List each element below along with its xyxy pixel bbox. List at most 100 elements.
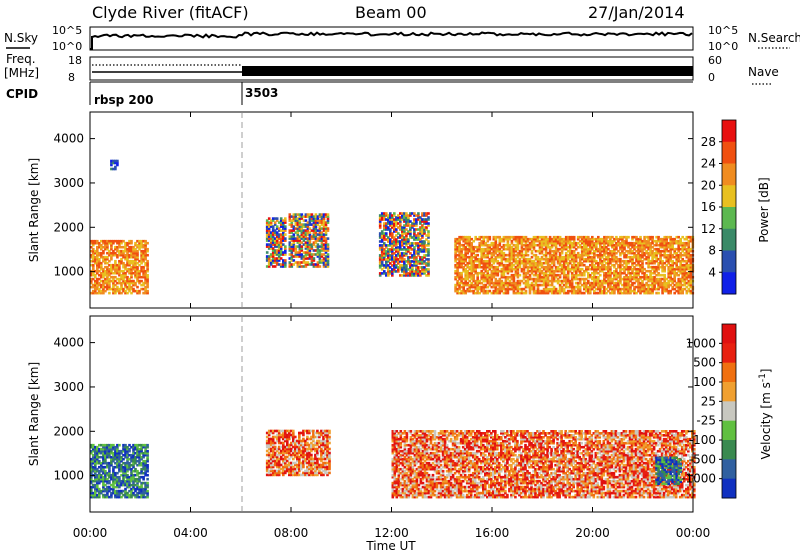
echo-cell [138, 275, 141, 279]
echo-cell [508, 269, 512, 273]
echo-cell [546, 259, 550, 263]
echo-cell [395, 220, 398, 223]
echo-cell [466, 249, 469, 253]
echo-cell [108, 249, 111, 253]
echo-cell [288, 237, 292, 240]
echo-cell [472, 291, 475, 295]
echo-cell [502, 281, 506, 285]
echo-cell [306, 213, 310, 216]
echo-cell [124, 283, 127, 287]
echo-cell [312, 241, 316, 244]
echo-cell [324, 249, 328, 252]
echo-cell [528, 275, 532, 279]
echo-cell [302, 229, 306, 232]
echo-cell [128, 255, 131, 259]
echo-cell [378, 260, 382, 263]
echo-cell [134, 257, 137, 261]
echo-cell [534, 255, 538, 259]
echo-cell [506, 289, 510, 293]
echo-cell [298, 219, 302, 222]
echo-cell [110, 167, 113, 171]
echo-cell [138, 289, 141, 293]
echo-cell [314, 235, 318, 238]
echo-cell [118, 243, 121, 247]
echo-cell [277, 245, 281, 248]
echo-cell [395, 222, 398, 225]
nsky-tick-bottom: 10^0 [52, 40, 82, 53]
echo-cell [516, 263, 520, 267]
echo-cell [385, 254, 388, 257]
echo-cell [405, 266, 408, 269]
echo-cell [391, 236, 394, 239]
echo-cell [486, 273, 490, 277]
echo-cell [470, 289, 473, 293]
echo-cell [419, 250, 422, 253]
echo-cell [627, 235, 630, 239]
echo-cell [387, 252, 390, 255]
echo-cell [524, 273, 528, 277]
echo-cell [391, 256, 394, 259]
echo-cell [380, 254, 384, 257]
echo-cell [516, 239, 520, 243]
echo-cell [413, 264, 416, 267]
echo-cell [423, 212, 426, 215]
echo-cell [132, 261, 135, 265]
echo-cell [314, 221, 318, 224]
echo-cell [492, 247, 496, 251]
echo-cell [324, 251, 328, 254]
echo-cell [454, 241, 457, 245]
echo-cell [421, 250, 424, 253]
echo-cell [310, 263, 314, 266]
echo-cell [470, 277, 473, 281]
freq-tick-top: 18 [68, 54, 82, 67]
echo-cell [421, 214, 424, 217]
echo-cell [460, 249, 463, 253]
echo-cell [540, 283, 544, 287]
echo-cell [294, 223, 298, 226]
echo-cell [546, 281, 550, 285]
echo-cell [470, 253, 473, 257]
echo-cell [393, 262, 396, 265]
echo-cell [110, 245, 113, 249]
echo-cell [494, 247, 498, 251]
echo-cell [90, 279, 93, 283]
echo-cell [146, 277, 149, 281]
echo-cell [524, 235, 528, 239]
echo-cell [427, 232, 430, 235]
echo-cell [128, 259, 131, 263]
echo-cell [391, 270, 394, 273]
echo-cell [304, 255, 308, 258]
echo-cell [417, 266, 420, 269]
echo-cell [378, 248, 382, 251]
echo-cell [454, 289, 457, 293]
echo-cell [284, 259, 287, 262]
echo-cell [136, 277, 139, 281]
echo-cell [324, 265, 328, 268]
echo-cell [318, 227, 322, 230]
echo-cell [320, 239, 324, 242]
echo-cell [94, 259, 97, 263]
echo-cell [128, 271, 131, 275]
echo-cell [318, 235, 322, 238]
echo-cell [423, 244, 426, 247]
echo-cell [140, 259, 143, 263]
echo-cell [378, 220, 382, 223]
echo-cell [522, 239, 526, 243]
echo-cell [284, 261, 287, 264]
echo-cell [391, 246, 394, 249]
echo-cell [474, 287, 477, 291]
echo-cell [322, 261, 326, 264]
echo-cell [492, 261, 496, 265]
echo-cell [407, 230, 410, 233]
echo-cell [267, 239, 271, 242]
echo-cell [383, 224, 386, 227]
echo-cell [284, 263, 287, 266]
echo-cell [510, 281, 514, 285]
echo-cell [544, 271, 548, 275]
echo-cell [657, 291, 660, 295]
echo-cell [516, 265, 520, 269]
echo-cell [544, 243, 548, 247]
echo-cell [522, 281, 526, 285]
echo-cell [427, 242, 430, 245]
echo-cell [128, 247, 131, 251]
